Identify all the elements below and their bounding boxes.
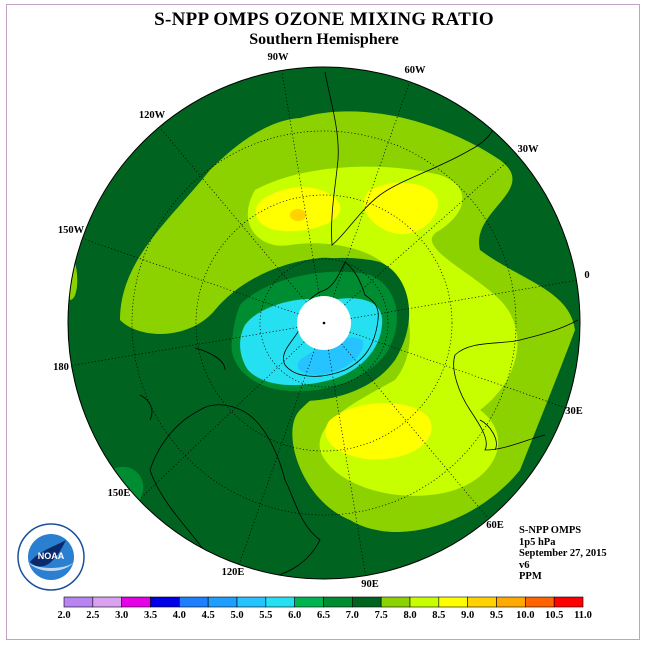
colorbar-bin (496, 596, 526, 608)
figure-frame (6, 4, 640, 640)
colorbar-tick-label: 3.5 (144, 610, 157, 621)
south-pole-marker (322, 321, 326, 325)
colorbar-tick-label: 8.5 (432, 610, 445, 621)
contour-8-5-spot (290, 209, 306, 221)
info-version: v6 (519, 559, 530, 571)
colorbar-bin (179, 596, 209, 608)
colorbar-tick-label: 6.0 (288, 610, 301, 621)
colorbar-bin (352, 596, 382, 608)
colorbar-tick-label: 2.5 (86, 610, 99, 621)
lon-label-30e: 30E (565, 406, 583, 417)
lon-label-90e: 90E (361, 579, 379, 590)
contour-7-5 (247, 166, 518, 496)
lon-label-180: 180 (53, 362, 69, 373)
colorbar-tick-label: 10.5 (545, 610, 563, 621)
map-subtitle: Southern Hemisphere (249, 31, 399, 48)
noaa-logo-icon: NOAA (17, 523, 85, 591)
lon-label-60e: 60E (486, 520, 504, 531)
colorbar-tick-label: 5.0 (230, 610, 243, 621)
colorbar-tick-label: 7.5 (375, 610, 388, 621)
ozone-field (68, 71, 579, 579)
colorbar-bin (323, 596, 353, 608)
colorbar-bin (380, 596, 411, 608)
noaa-logo-text: NOAA (38, 551, 65, 561)
colorbar-bin (294, 596, 324, 608)
colorbar-bin (265, 596, 295, 608)
lon-label-60w: 60W (405, 65, 427, 76)
colorbar-tick-label: 4.5 (202, 610, 215, 621)
colorbar-tick-label: 4.0 (173, 610, 186, 621)
colorbar-bin (438, 596, 468, 608)
longitude-labels: 90W 60W 30W 0 30E 60E 90E 120E 150E 180 … (53, 52, 590, 590)
contour-5-0 (297, 337, 364, 375)
colorbar-tick-label: 8.0 (403, 610, 416, 621)
contour-8-0-east (325, 403, 432, 460)
lon-label-150e: 150E (108, 488, 131, 499)
lon-label-120w: 120W (139, 110, 166, 121)
colorbar-bin (467, 596, 497, 608)
info-block: S-NPP OMPS 1p5 hPa September 27, 2015 v6… (519, 525, 607, 583)
info-units: PPM (519, 571, 542, 583)
colorbar-bin (553, 596, 584, 608)
graticule (68, 71, 579, 579)
info-level: 1p5 hPa (519, 536, 556, 548)
info-instrument: S-NPP OMPS (519, 525, 582, 536)
colorbar-tick-label: 3.0 (115, 610, 128, 621)
map-border (67, 66, 581, 580)
lon-label-150w: 150W (58, 225, 85, 236)
colorbar-bin (207, 596, 238, 608)
lon-label-120e: 120E (222, 567, 245, 578)
colorbar-bin (150, 596, 180, 608)
colorbar-bin (525, 596, 555, 608)
colorbar-bin (409, 596, 440, 608)
lon-label-0: 0 (584, 270, 589, 281)
info-date: September 27, 2015 (519, 548, 607, 560)
colorbar-bin (121, 596, 151, 608)
colorbar-tick-label: 6.5 (317, 610, 330, 621)
colorbar-tick-label: 11.0 (574, 610, 592, 621)
lon-label-90w: 90W (268, 52, 290, 63)
colorbar-tick-label: 9.5 (490, 610, 503, 621)
lon-label-30w: 30W (518, 144, 540, 155)
colorbar-bin (236, 596, 267, 608)
colorbar-tick-label: 10.0 (516, 610, 534, 621)
colorbar-bin (63, 596, 94, 608)
map-title: S-NPP OMPS OZONE MIXING RATIO (154, 9, 494, 30)
colorbar-tick-label: 5.5 (259, 610, 272, 621)
colorbar-tick-label: 9.0 (461, 610, 474, 621)
colorbar-tick-label: 2.0 (57, 610, 70, 621)
contour-8-0-north (363, 182, 439, 235)
colorbar-tick-label: 7.0 (346, 610, 359, 621)
colorbar-bin (92, 596, 122, 608)
